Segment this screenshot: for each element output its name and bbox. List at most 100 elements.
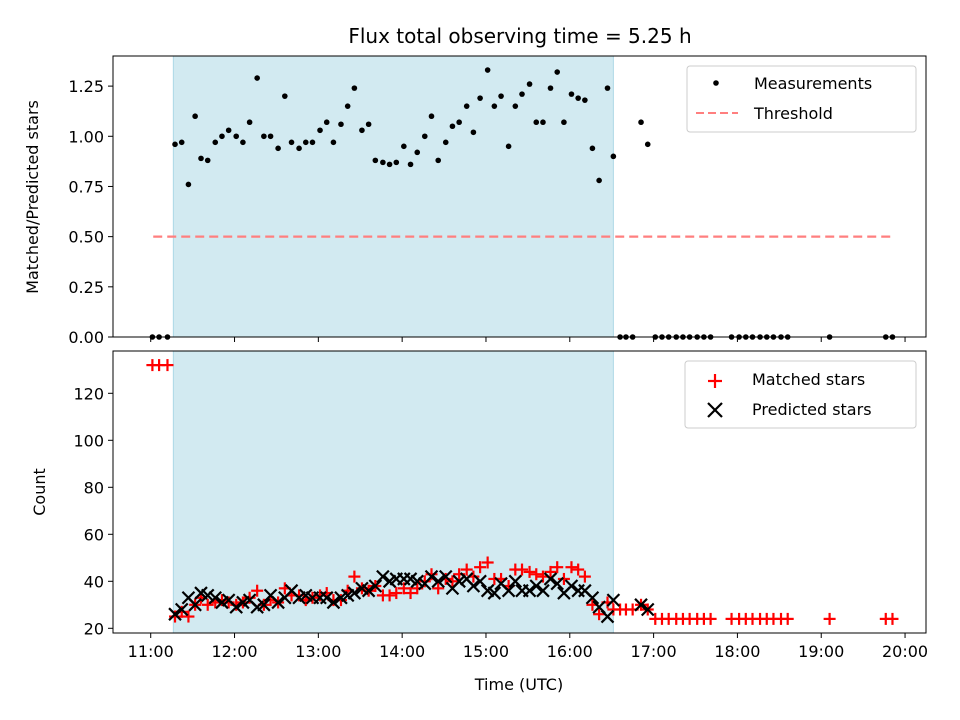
predicted-star-point — [508, 574, 523, 589]
measurement-point — [498, 93, 504, 99]
predicted-star-point — [368, 579, 383, 593]
measurement-point — [554, 69, 561, 75]
measurement-point — [233, 133, 240, 140]
measurement-point — [372, 157, 379, 164]
measurement-point — [456, 119, 462, 126]
measurement-point — [323, 119, 330, 126]
measurement-point — [219, 133, 225, 140]
legend-label-threshold: Threshold — [753, 104, 833, 123]
measurement-point — [575, 95, 581, 101]
measurement-point — [568, 91, 575, 97]
x-tick-label: 18:00 — [714, 642, 760, 661]
measurement-point — [275, 145, 281, 152]
bottom-y-tick-label: 20 — [84, 619, 104, 638]
predicted-star-point — [424, 569, 439, 584]
measurement-point — [644, 141, 651, 148]
matched-star-point — [460, 563, 473, 576]
top-y-tick-label: 0.75 — [68, 177, 104, 196]
bottom-y-tick-label: 40 — [84, 572, 104, 591]
measurement-point — [582, 97, 588, 103]
measurement-point — [296, 145, 302, 152]
measurement-point — [463, 103, 470, 109]
matched-star-point — [169, 610, 182, 623]
measurement-point — [610, 153, 617, 160]
top-legend: Measurements Threshold — [686, 65, 917, 133]
matched-star-point — [886, 612, 899, 625]
measurement-point — [519, 91, 525, 97]
measurement-point — [267, 133, 274, 140]
measurement-point — [512, 103, 519, 109]
measurement-point — [596, 177, 602, 184]
measurement-point — [470, 129, 477, 136]
predicted-star-point — [361, 583, 376, 598]
measurement-point — [344, 103, 351, 109]
predicted-star-point — [431, 574, 445, 589]
matched-star-point — [704, 612, 717, 625]
predicted-star-point — [376, 569, 390, 584]
top-observing-window — [172, 55, 614, 338]
matched-star-point — [397, 582, 410, 595]
x-tick-label: 11:00 — [128, 642, 174, 661]
predicted-star-point — [319, 590, 334, 605]
measurement-point — [178, 139, 185, 146]
matched-star-point — [481, 556, 494, 569]
top-panel: 0.00 0.25 0.50 0.75 1.00 1.25 Matched/Predict… — [23, 55, 927, 347]
matched-star-point — [474, 561, 487, 574]
matched-star-point — [390, 587, 403, 600]
predicted-star-point — [640, 602, 655, 617]
x-axis-label: Time (UTC) — [474, 675, 563, 694]
top-x-ticks — [150, 337, 906, 342]
measurement-point — [212, 139, 219, 146]
measurement-point — [401, 143, 407, 150]
x-tick-label: 17:00 — [631, 642, 677, 661]
bottom-y-tick-label: 60 — [84, 525, 104, 544]
top-y-tick-label: 0.25 — [68, 278, 104, 297]
legend-marker-matched — [708, 374, 722, 388]
predicted-star-point — [326, 595, 341, 610]
measurement-point — [442, 139, 449, 146]
measurement-point — [638, 119, 644, 126]
bottom-shade-region — [172, 350, 614, 634]
measurement-point — [359, 127, 365, 134]
measurement-point — [484, 67, 491, 73]
predicted-star-point — [550, 576, 564, 591]
measurement-point — [204, 157, 211, 164]
top-legend-box — [686, 65, 917, 133]
bottom-legend-box — [684, 360, 917, 429]
measurement-point — [421, 133, 428, 140]
measurement-point — [547, 85, 554, 91]
matched-star-point — [551, 561, 564, 574]
measurement-point — [309, 139, 316, 146]
predicted-star-point — [257, 598, 271, 612]
predicted-star-point — [347, 586, 362, 600]
predicted-star-point — [452, 574, 466, 589]
legend-label-predicted: Predicted stars — [752, 400, 872, 419]
predicted-star-point — [466, 579, 481, 593]
measurement-point — [533, 119, 540, 126]
measurement-point — [477, 95, 483, 101]
measurement-point — [192, 113, 198, 120]
top-axes-frame — [112, 55, 927, 338]
matched-star-point — [432, 582, 445, 595]
matched-star-point — [823, 612, 836, 625]
chart-title: Flux total observing time = 5.25 h — [348, 24, 691, 48]
predicted-star-point — [585, 590, 600, 605]
measurement-point — [604, 85, 611, 91]
bottom-y-axis-label: Count — [30, 468, 49, 516]
legend-marker-measurements — [713, 80, 719, 86]
matched-star-point — [404, 587, 417, 600]
matched-star-point — [243, 591, 256, 604]
x-tick-label: 16:00 — [547, 642, 593, 661]
measurement-point — [407, 161, 414, 168]
measurement-point — [561, 119, 567, 126]
bottom-y-axis: 20 40 60 80 100 120 — [73, 384, 113, 638]
measurement-point — [254, 75, 260, 81]
x-tick-label: 14:00 — [379, 642, 425, 661]
measurement-point — [428, 113, 435, 120]
bottom-x-axis: 11:00 12:00 13:00 14:00 15:00 16:00 17:00 18:00… — [128, 633, 928, 661]
matched-star-point — [781, 612, 794, 625]
top-shade-region — [172, 55, 614, 338]
measurement-point — [198, 155, 204, 162]
matched-star-point — [418, 575, 431, 588]
